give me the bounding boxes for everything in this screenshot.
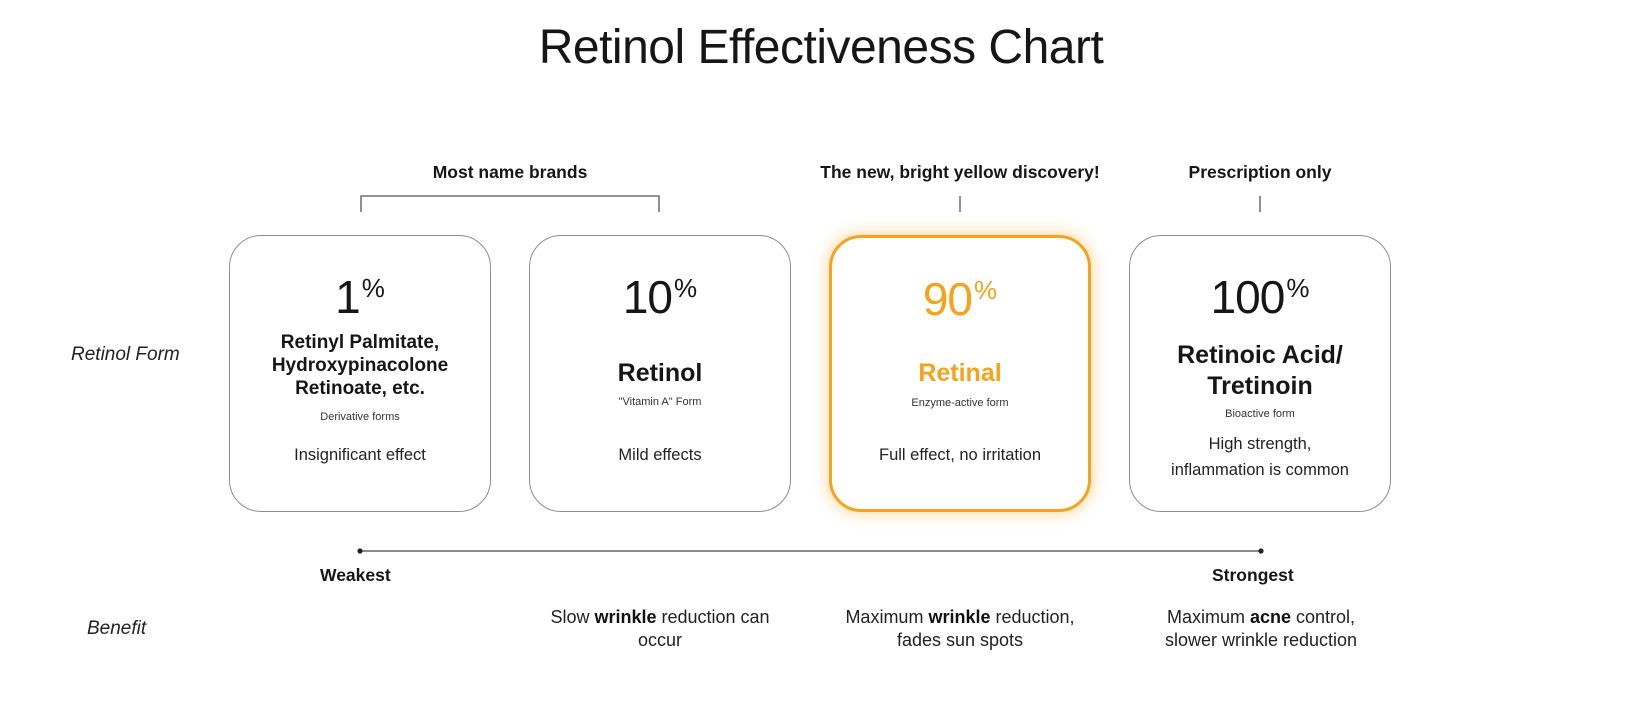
scale-label-strongest: Strongest <box>1212 565 1294 585</box>
benefit-retinal: Maximum wrinkle reduction, fades sun spo… <box>845 607 1075 651</box>
group-label-discovery: The new, bright yellow discovery! <box>820 162 1100 182</box>
card-percentage: 10% <box>622 271 698 323</box>
card-form-type: "Vitamin A" Form <box>618 396 702 408</box>
benefit-retinol: Slow wrinkle reduction can occur <box>550 607 770 651</box>
card-form-name: Retinal <box>918 359 1002 387</box>
card-form-name: Retinoic Acid/ Tretinoin <box>1177 341 1343 400</box>
card-form-type: Bioactive form <box>1225 408 1295 420</box>
card-percentage: 1% <box>335 271 385 323</box>
card-effect: Insignificant effect <box>294 446 426 464</box>
card-retinol: 10% Retinol "Vitamin A" Form Mild effect… <box>529 235 791 512</box>
card-form-name: Retinyl Palmitate, Hydroxypinacolone Ret… <box>271 332 449 400</box>
scale-end-dot <box>1258 548 1264 554</box>
card-form-type: Enzyme-active form <box>911 397 1009 409</box>
name-brands-bracket <box>360 195 660 212</box>
card-percentage: 100% <box>1210 271 1310 323</box>
benefit-retinoic-acid: Maximum acne control, slower wrinkle red… <box>1164 607 1358 651</box>
card-retinoic-acid: 100% Retinoic Acid/ Tretinoin Bioactive … <box>1129 235 1391 512</box>
row-label-benefit: Benefit <box>87 618 147 639</box>
card-derivative-forms: 1% Retinyl Palmitate, Hydroxypinacolone … <box>229 235 491 512</box>
scale-start-dot <box>357 548 363 554</box>
group-label-prescription: Prescription only <box>1188 162 1332 182</box>
row-label-retinol-form: Retinol Form <box>71 344 180 365</box>
card-form-type: Derivative forms <box>320 411 400 423</box>
page-title: Retinol Effectiveness Chart <box>538 21 1104 74</box>
card-form-name: Retinol <box>617 359 703 387</box>
card-percentage: 90% <box>922 273 998 325</box>
scale-label-weakest: Weakest <box>320 565 391 585</box>
card-effect: High strength, inflammation is common <box>1171 435 1349 479</box>
card-effect: Full effect, no irritation <box>878 446 1042 464</box>
card-effect: Mild effects <box>618 446 702 464</box>
group-label-name-brands: Most name brands <box>432 162 588 182</box>
card-retinal: 90% Retinal Enzyme-active form Full effe… <box>829 235 1091 512</box>
